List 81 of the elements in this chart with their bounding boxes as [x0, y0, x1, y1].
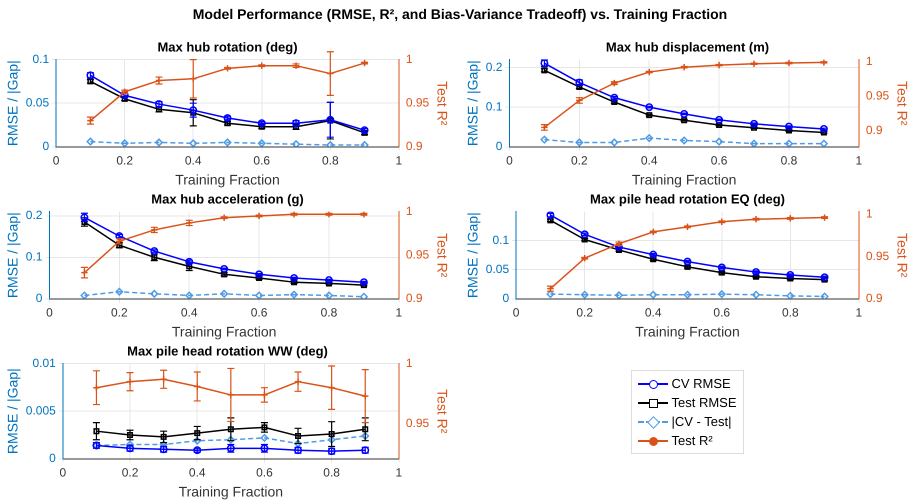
x-tick-label: 1: [856, 305, 862, 320]
x-axis-title: Training Fraction: [632, 171, 736, 188]
y-axis-title: RMSE / |Gap|: [4, 368, 20, 454]
x-axis-title: Training Fraction: [175, 171, 280, 188]
y2-tick-label: 1: [866, 206, 873, 220]
chart-title: Max hub displacement (m): [606, 39, 770, 54]
y2-axis-title: Test R²: [894, 81, 911, 126]
y-tick-label: 0.05: [486, 262, 510, 276]
y2-tick-label: 1: [406, 52, 413, 66]
y-tick-label: 0.005: [26, 404, 56, 418]
y-tick-label: 0: [36, 291, 43, 306]
x-tick-label: 0: [59, 465, 66, 480]
y-tick-label: 0.1: [492, 232, 510, 247]
y-tick-label: 0.1: [26, 250, 43, 264]
x-tick-label: 0.8: [782, 305, 799, 320]
text: Model Performance (RMSE, R², and Bias-Variance Tradeoff) vs. Training Fraction: [192, 6, 728, 22]
y-tick-label: 0: [502, 291, 510, 306]
x-tick-label: 1: [396, 153, 402, 168]
legend-label: CV RMSE: [671, 376, 731, 391]
chart-title: Max pile head rotation WW (deg): [127, 343, 328, 358]
y-axis-title: RMSE / |Gap|: [4, 60, 20, 146]
y-tick-label: 0: [49, 451, 56, 466]
x-tick-label: 0.2: [111, 305, 128, 320]
y-axis-title: RMSE / |Gap|: [464, 60, 480, 146]
y-tick-label: 0.1: [32, 52, 50, 66]
y2-tick-label: 0.9: [866, 123, 883, 138]
y2-tick-label: 1: [866, 54, 873, 68]
x-tick-label: 0.4: [640, 153, 658, 168]
y-tick-label: 0.01: [32, 356, 56, 370]
x-tick-label: 0.8: [322, 153, 339, 168]
x-tick-label: 0.6: [713, 305, 730, 320]
y-tick-label: 0: [496, 139, 503, 154]
y2-axis-title: Test R²: [894, 233, 911, 278]
x-tick-label: 0.4: [184, 153, 202, 168]
y-tick-label: 0.1: [486, 99, 503, 114]
x-tick-label: 0.6: [250, 305, 268, 320]
y2-axis-title: Test R²: [434, 233, 451, 278]
x-tick-label: 0.2: [122, 465, 139, 480]
x-tick-label: 1: [856, 153, 862, 168]
y-tick-label: 0: [42, 139, 50, 154]
y2-tick-label: 1: [406, 356, 413, 370]
y2-tick-label: 0.95: [866, 88, 890, 103]
legend-label: Test RMSE: [671, 395, 736, 410]
y2-tick-label: 0.9: [866, 291, 883, 306]
y2-tick-label: 1: [406, 204, 413, 218]
x-tick-label: 0.2: [576, 305, 594, 320]
y-tick-label: 0.05: [26, 96, 50, 110]
legend-label: |CV - Test|: [671, 414, 732, 429]
y2-tick-label: 0.95: [406, 96, 430, 110]
x-tick-label: 1: [396, 465, 402, 480]
chart-title: Max hub acceleration (g): [151, 191, 304, 206]
y-tick-label: 0.2: [26, 208, 43, 222]
y-axis-title: RMSE / |Gap|: [4, 212, 20, 298]
y2-tick-label: 0.95: [406, 248, 430, 262]
y-tick-label: 0.2: [486, 60, 503, 74]
y2-tick-label: 0.9: [406, 291, 423, 306]
x-axis-title: Training Fraction: [178, 483, 284, 500]
y-axis-title: RMSE / |Gap|: [464, 212, 480, 298]
x-axis-title: Training Fraction: [172, 323, 276, 340]
x-tick-label: 0: [512, 305, 520, 320]
x-tick-label: 0.2: [116, 153, 134, 168]
x-tick-label: 0.4: [180, 305, 198, 320]
x-tick-label: 0.8: [320, 305, 338, 320]
chart-title: Max hub rotation (deg): [157, 39, 298, 54]
x-tick-label: 0.6: [256, 465, 274, 480]
x-tick-label: 0.4: [644, 305, 662, 320]
x-tick-label: 0.4: [188, 465, 206, 480]
x-tick-label: 0.8: [780, 153, 798, 168]
x-tick-label: 0.6: [710, 153, 728, 168]
chart-title: Max pile head rotation EQ (deg): [590, 191, 786, 206]
x-tick-label: 0.6: [253, 153, 270, 168]
y2-tick-label: 0.9: [406, 139, 423, 154]
y2-axis-title: Test R²: [434, 81, 451, 126]
x-tick-label: 0.8: [323, 465, 340, 480]
x-axis-title: Training Fraction: [635, 323, 740, 340]
x-tick-label: 0.2: [571, 153, 588, 168]
y2-tick-label: 0.95: [406, 416, 430, 430]
y2-tick-label: 0.95: [866, 248, 890, 263]
y2-axis-title: Test R²: [434, 389, 451, 434]
legend-label: Test R²: [671, 433, 713, 448]
x-tick-label: 1: [396, 305, 402, 320]
